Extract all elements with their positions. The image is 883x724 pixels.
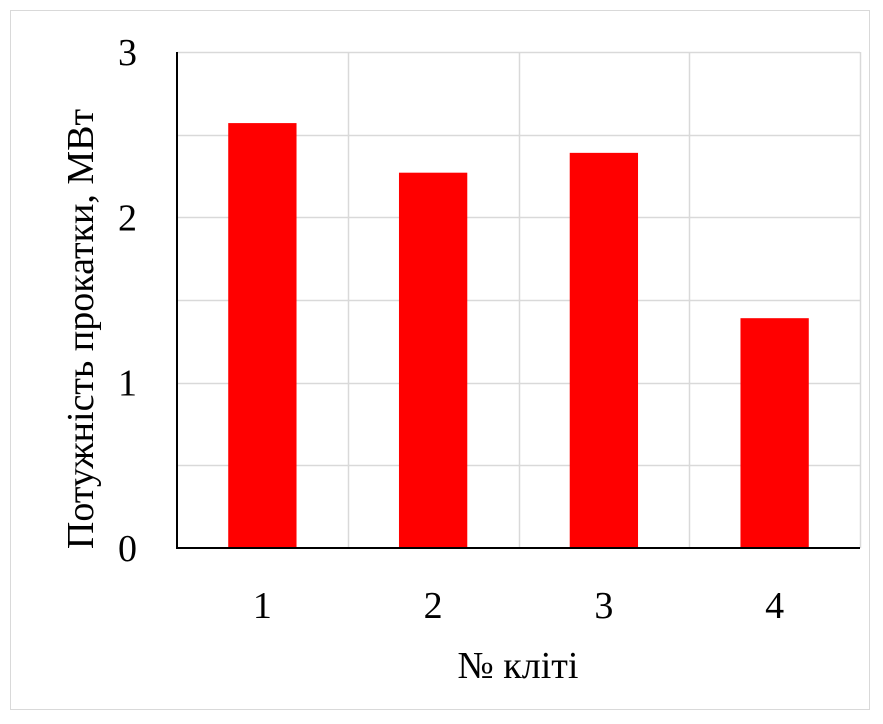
y-tick-label: 0 <box>118 528 137 570</box>
x-tick-labels: 1 2 3 4 <box>253 585 784 627</box>
y-tick-labels: 0 1 2 3 <box>118 32 137 570</box>
axes <box>176 52 860 549</box>
y-tick-label: 3 <box>118 32 137 74</box>
bars <box>228 123 809 549</box>
y-tick-label: 2 <box>118 197 137 239</box>
bar-1 <box>228 123 297 549</box>
y-axis-title: Потужність прокатки, МВт <box>60 108 102 549</box>
bar-2 <box>398 172 468 548</box>
y-tick-label: 1 <box>118 363 137 405</box>
x-tick-label: 3 <box>594 585 613 627</box>
x-tick-label: 2 <box>424 585 443 627</box>
x-tick-label: 4 <box>765 585 784 627</box>
bar-4 <box>740 318 809 548</box>
x-axis-title: № кліті <box>458 645 579 687</box>
x-tick-label: 1 <box>253 585 272 627</box>
bar-3 <box>569 152 639 548</box>
